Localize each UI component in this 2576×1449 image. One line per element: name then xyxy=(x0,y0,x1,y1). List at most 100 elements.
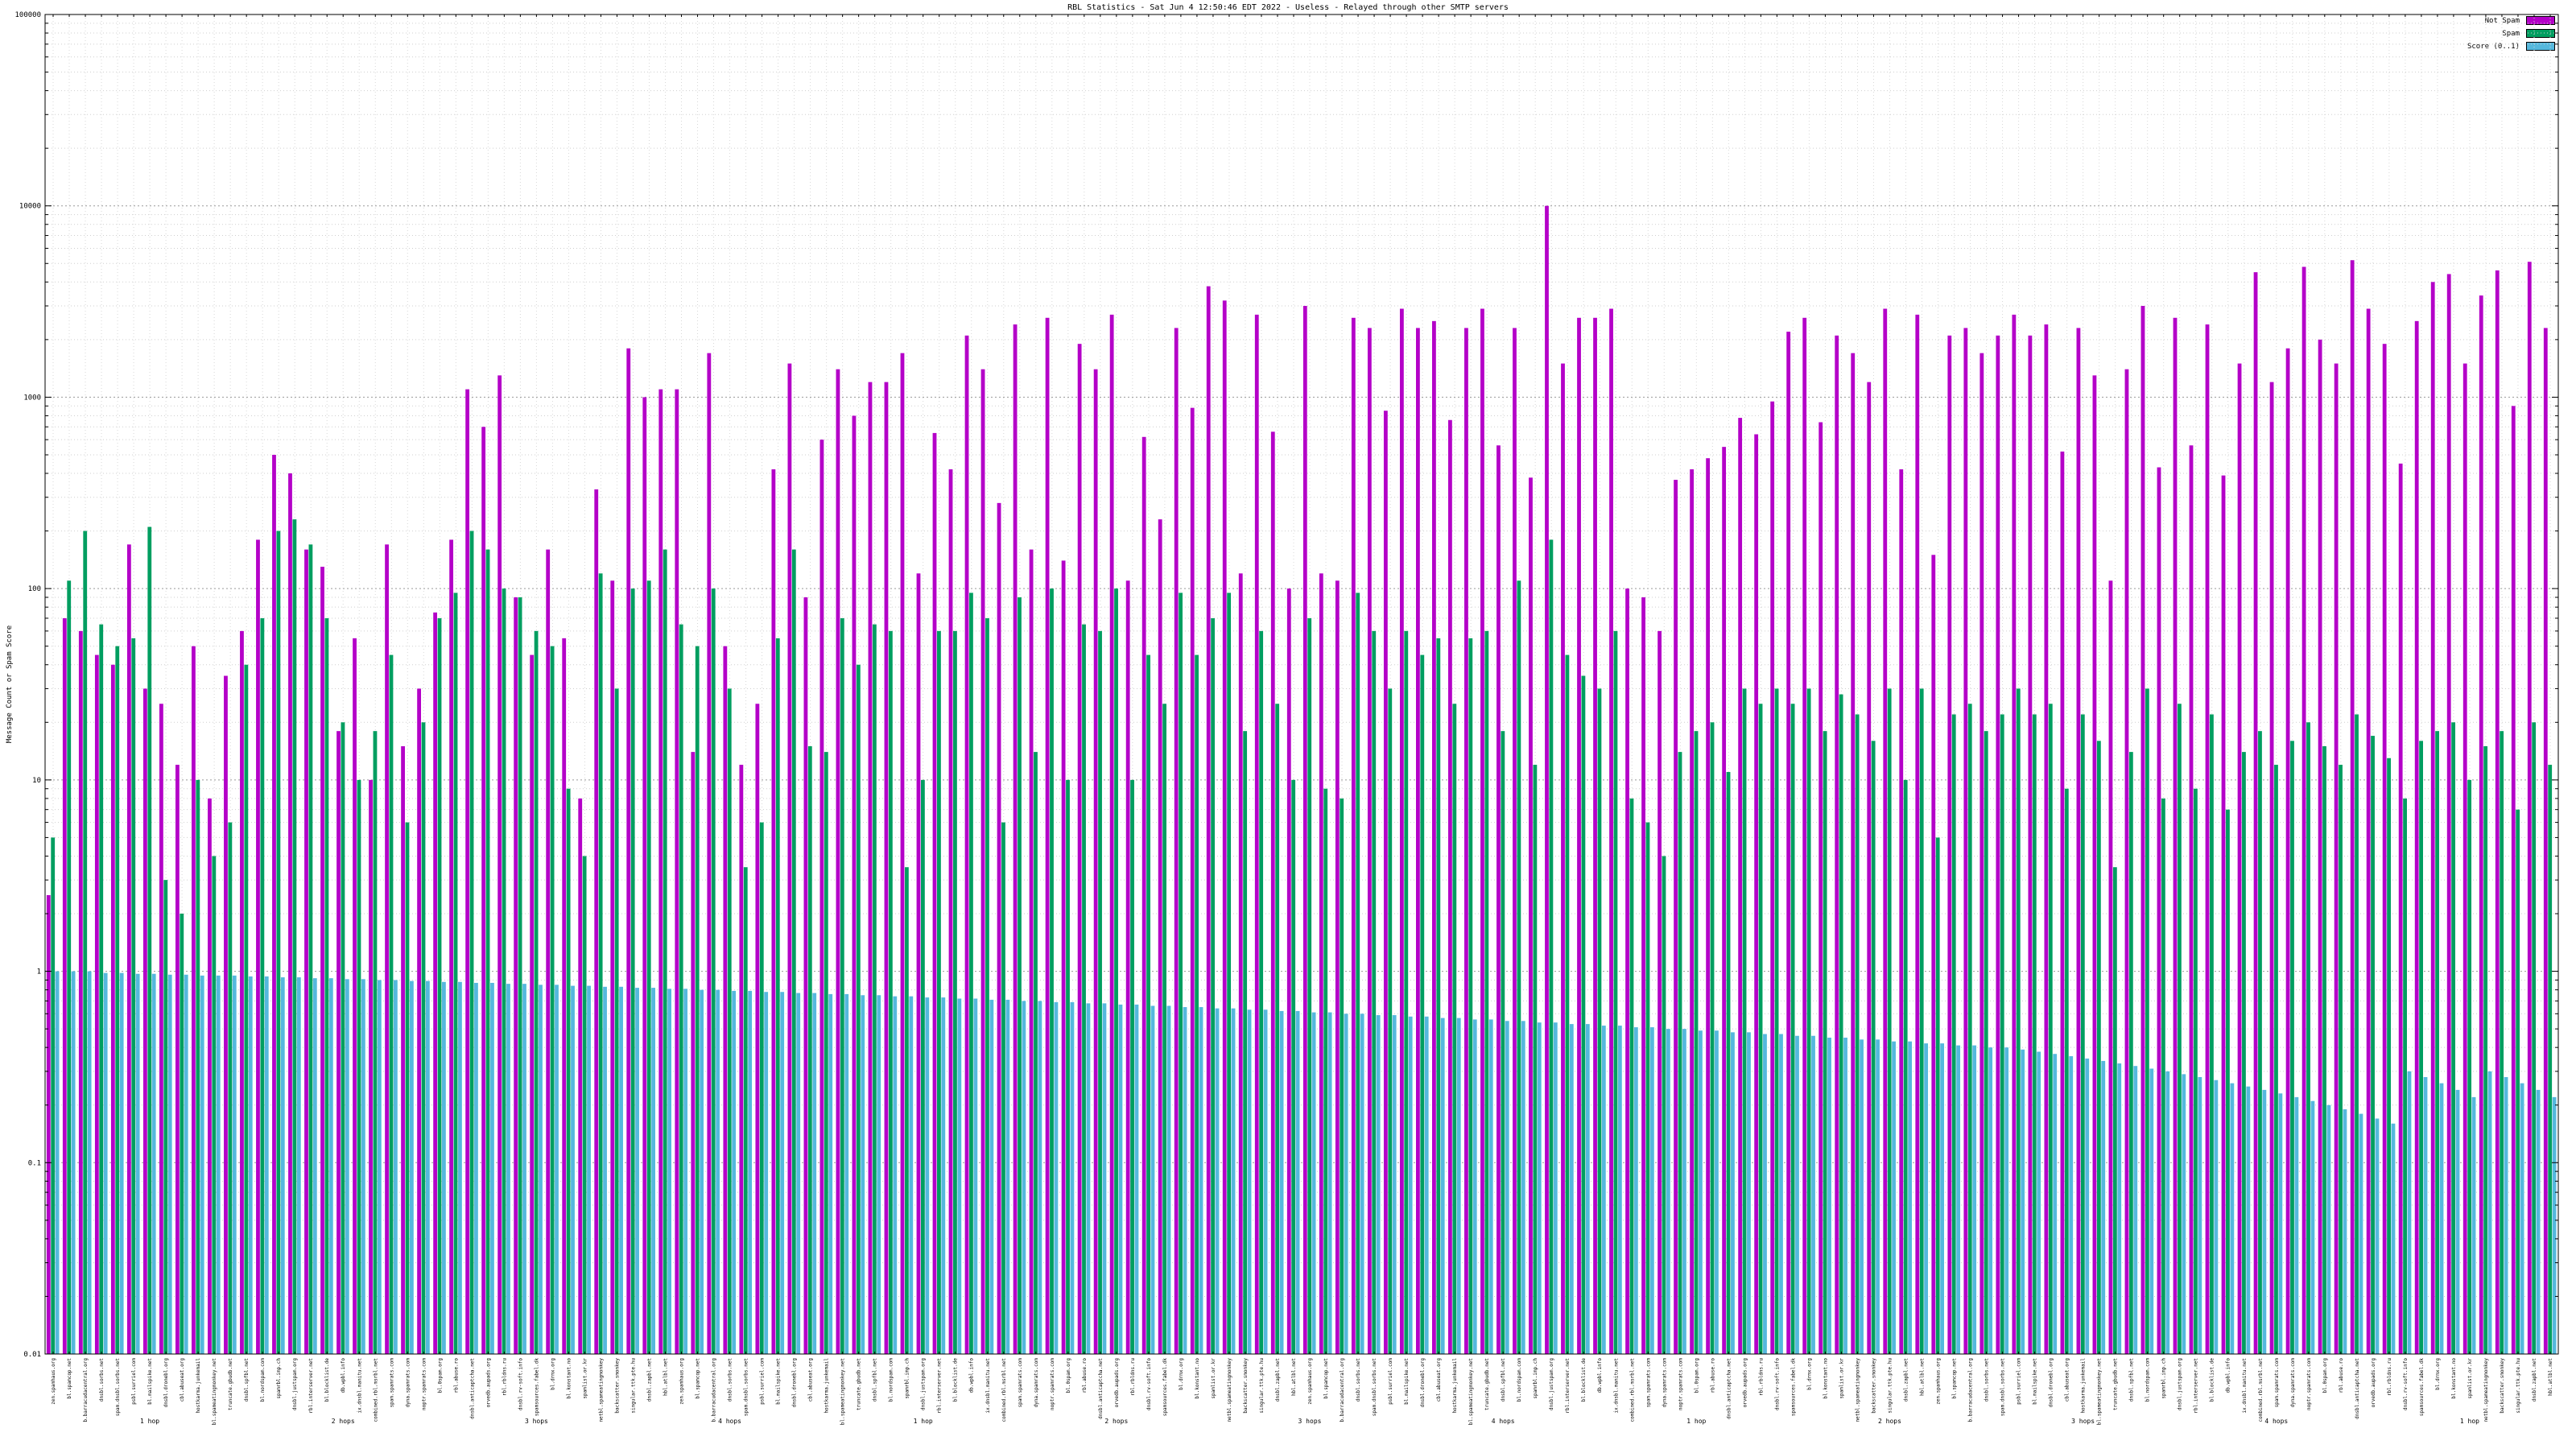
x-tick-label: orvedb.aupads.org xyxy=(1114,1358,1120,1408)
bar-score xyxy=(71,971,76,1354)
bar-score xyxy=(1134,1004,1139,1354)
x-tick-label: singular.ttk.pte.hu xyxy=(1259,1358,1265,1414)
bar-spam xyxy=(1581,675,1586,1354)
bar-score xyxy=(1070,1001,1075,1354)
bar-spam xyxy=(1951,714,1956,1354)
bar-not-spam xyxy=(916,573,921,1354)
bar-score xyxy=(667,989,671,1354)
bar-score xyxy=(683,989,688,1354)
bar-score xyxy=(651,988,655,1354)
bar-not-spam xyxy=(126,544,131,1354)
bar-spam xyxy=(985,617,989,1354)
bar-spam xyxy=(953,630,957,1354)
bar-spam xyxy=(2000,714,2004,1354)
x-tick-label: db.wpbl.info xyxy=(1597,1358,1603,1393)
bar-spam-series xyxy=(51,519,2553,1354)
bar-score xyxy=(1456,1018,1461,1354)
bar-spam xyxy=(228,822,233,1354)
bar-spam xyxy=(244,664,249,1354)
bar-spam xyxy=(502,588,506,1354)
x-tick-label: spam.spamrats.com xyxy=(1645,1358,1651,1408)
bar-spam xyxy=(1130,779,1134,1354)
bar-spam xyxy=(2258,731,2262,1354)
bar-not-spam xyxy=(868,382,873,1354)
bar-spam xyxy=(2387,758,2391,1354)
x-tick-label: dnsbl.dronebl.org xyxy=(1420,1358,1426,1408)
x-tick-label: rbl.rbldns.ru xyxy=(502,1358,507,1396)
x-tick-label: netbl.spameatingmonkey xyxy=(1855,1358,1860,1422)
bar-spam xyxy=(2210,714,2214,1354)
bar-not-spam xyxy=(2414,320,2419,1355)
bar-spam xyxy=(727,688,732,1354)
bar-not-spam xyxy=(2543,328,2548,1355)
x-tick-label: bl.spameatingmonkey.net xyxy=(1468,1358,1474,1425)
x-tick-label: dnsbl.zapbl.net xyxy=(2532,1358,2537,1402)
bar-spam xyxy=(937,630,941,1354)
bar-not-spam xyxy=(691,752,696,1354)
bar-spam xyxy=(1549,539,1554,1354)
bar-score xyxy=(844,993,849,1354)
bar-score xyxy=(941,997,946,1354)
bar-spam xyxy=(2226,809,2230,1354)
x-tick-label: spam.spamrats.com xyxy=(1018,1358,1023,1408)
bar-score xyxy=(828,993,833,1354)
bar-score xyxy=(1569,1024,1574,1354)
bar-not-spam xyxy=(2157,467,2161,1354)
bar-score xyxy=(377,980,382,1354)
x-tick-label: rbl.interserver.net xyxy=(308,1358,314,1414)
bar-not-spam xyxy=(208,798,212,1354)
x-tick-label: bl.mailspike.net xyxy=(147,1358,153,1405)
bar-score xyxy=(2133,1066,2138,1354)
x-tick-label: dyna.spamrats.com xyxy=(1034,1358,1039,1408)
bar-not-spam xyxy=(2012,314,2017,1355)
bar-not-spam xyxy=(224,675,228,1354)
bar-spam xyxy=(1066,779,1070,1354)
bar-score xyxy=(2439,1083,2444,1354)
bar-score xyxy=(2310,1100,2315,1354)
x-tick-label: bl.spameatingmonkey.net xyxy=(2097,1358,2103,1425)
bar-score xyxy=(2343,1109,2347,1354)
bar-spam xyxy=(2451,722,2456,1354)
x-tick-label: spamlist.or.kr xyxy=(582,1358,588,1399)
bar-spam xyxy=(2016,688,2021,1354)
x-tick-label: rbl.interserver.net xyxy=(937,1358,943,1414)
bar-score xyxy=(812,993,817,1354)
x-tick-label: dnsbl.zapbl.net xyxy=(1275,1358,1281,1402)
x-tick-label: backscatter.smonkey xyxy=(1871,1358,1876,1414)
x-tick-label: spamlist.or.kr xyxy=(1211,1358,1216,1399)
bar-score xyxy=(1311,1012,1316,1354)
bar-not-spam xyxy=(997,502,1001,1355)
bar-spam xyxy=(1114,588,1118,1354)
bar-not-spam xyxy=(1415,328,1420,1355)
bar-spam xyxy=(1903,779,1908,1354)
bar-score xyxy=(2246,1086,2251,1354)
x-tick-label: noptr.spamrats.com xyxy=(1050,1358,1055,1410)
bar-score xyxy=(1488,1019,1493,1354)
bar-score xyxy=(2037,1051,2041,1354)
bar-not-spam xyxy=(465,389,470,1355)
bar-not-spam xyxy=(1996,335,2000,1355)
bar-spam xyxy=(1726,772,1731,1354)
hop-group-label: 2 hops xyxy=(332,1418,355,1425)
x-tick-label: bl.mailspike.net xyxy=(2033,1358,2038,1405)
bar-spam xyxy=(1984,731,1988,1354)
bar-not-spam xyxy=(1125,580,1130,1354)
bar-spam xyxy=(2080,714,2085,1354)
bar-spam xyxy=(2435,731,2440,1354)
legend-label-not-spam: Not Spam xyxy=(2484,16,2520,25)
bar-spam xyxy=(180,914,184,1354)
bar-score xyxy=(2085,1058,2090,1354)
bar-spam xyxy=(212,856,217,1354)
x-tick-label: cbl.abuseat.org xyxy=(180,1358,185,1402)
bar-spam xyxy=(341,722,345,1354)
bar-spam xyxy=(2145,688,2149,1354)
chart-title: RBL Statistics - Sat Jun 4 12:50:46 EDT … xyxy=(1067,3,1509,12)
bar-spam xyxy=(453,592,458,1354)
bar-spam xyxy=(2096,741,2101,1354)
bar-spam xyxy=(1501,731,1505,1354)
x-tick-label: singular.ttk.pte.hu xyxy=(1887,1358,1893,1414)
bar-not-spam xyxy=(2253,272,2258,1354)
x-tick-label: bl.blocklist.de xyxy=(2210,1358,2215,1402)
bar-not-spam xyxy=(1013,324,1018,1355)
